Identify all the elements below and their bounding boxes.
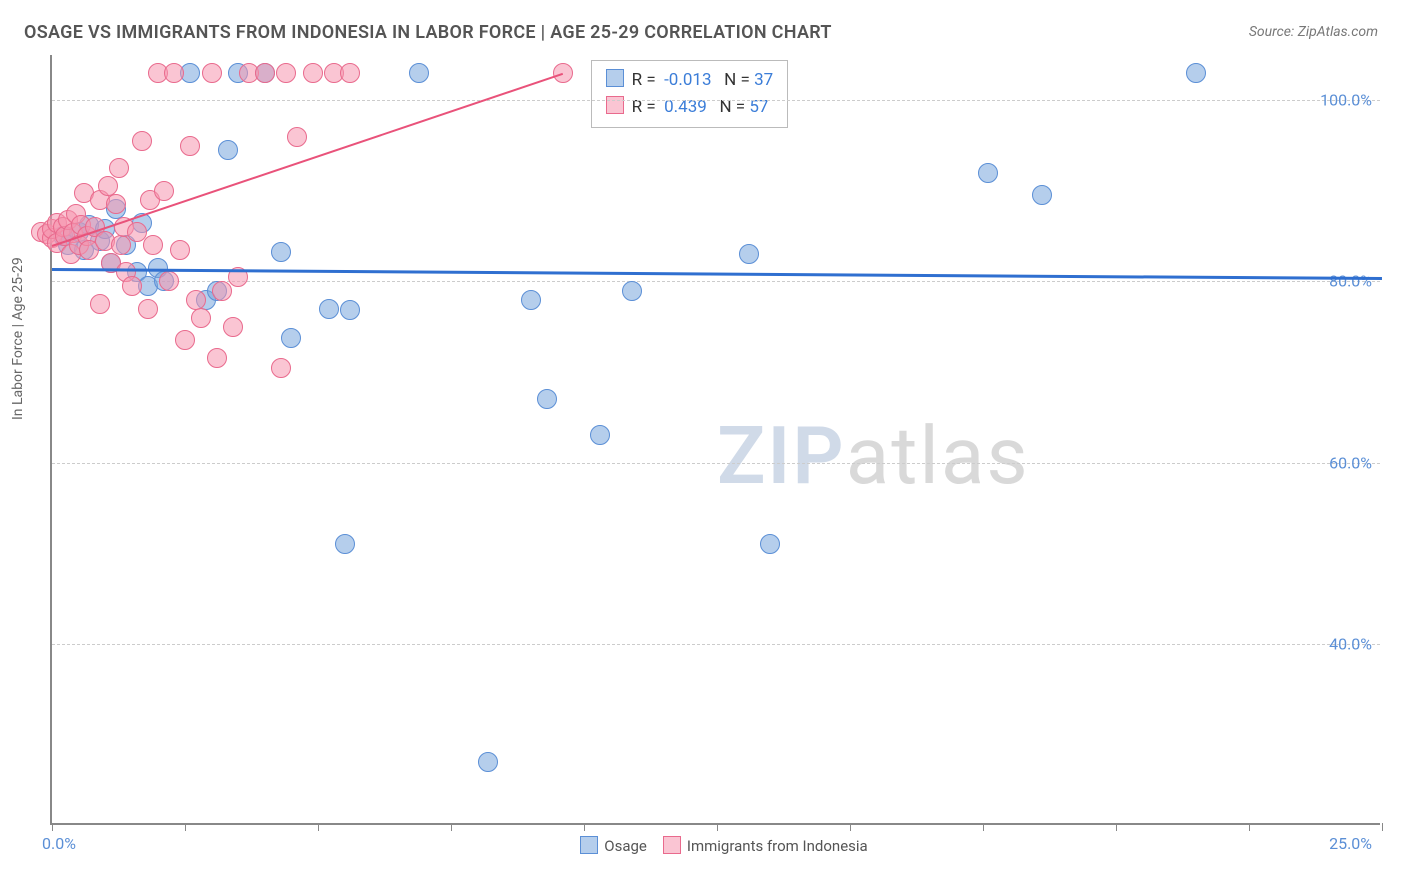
- scatter-point: [180, 136, 200, 156]
- scatter-point: [223, 317, 243, 337]
- indonesia-trend: [52, 73, 563, 247]
- x-tick: [584, 823, 585, 831]
- scatter-point: [106, 194, 126, 214]
- gridline: [52, 644, 1380, 645]
- watermark: ZIPatlas: [717, 409, 1030, 503]
- stats-row: R = 0.439 N = 57: [606, 94, 774, 121]
- scatter-point: [154, 181, 174, 201]
- scatter-point: [122, 276, 142, 296]
- scatter-point: [281, 328, 301, 348]
- scatter-point: [207, 348, 227, 368]
- scatter-point: [143, 235, 163, 255]
- x-tick: [52, 823, 53, 831]
- scatter-point: [111, 235, 131, 255]
- scatter-point: [132, 131, 152, 151]
- chart-title: OSAGE VS IMMIGRANTS FROM INDONESIA IN LA…: [24, 22, 832, 43]
- x-tick: [185, 823, 186, 831]
- scatter-point: [98, 176, 118, 196]
- osage-trend: [52, 268, 1382, 280]
- scatter-point: [478, 752, 498, 772]
- y-axis-label: In Labor Force | Age 25-29: [10, 257, 26, 420]
- scatter-point: [340, 300, 360, 320]
- gridline: [52, 100, 1380, 101]
- x-tick: [318, 823, 319, 831]
- legend-item: Immigrants from Indonesia: [647, 837, 868, 855]
- gridline: [52, 463, 1380, 464]
- x-tick: [1116, 823, 1117, 831]
- scatter-point: [90, 294, 110, 314]
- x-tick: [451, 823, 452, 831]
- stats-row: R = -0.013 N = 37: [606, 67, 774, 94]
- x-tick: [850, 823, 851, 831]
- scatter-point: [335, 534, 355, 554]
- x-tick: [983, 823, 984, 831]
- gridline: [52, 281, 1380, 282]
- scatter-point: [1032, 185, 1052, 205]
- scatter-point: [271, 242, 291, 262]
- scatter-point: [319, 299, 339, 319]
- source-attribution: Source: ZipAtlas.com: [1249, 24, 1378, 40]
- scatter-point: [287, 127, 307, 147]
- legend: OsageImmigrants from Indonesia: [52, 836, 1380, 855]
- y-tick-label: 60.0%: [1329, 453, 1372, 472]
- x-tick: [1382, 823, 1383, 831]
- scatter-point: [739, 244, 759, 264]
- scatter-point: [271, 358, 291, 378]
- scatter-point: [537, 389, 557, 409]
- scatter-point: [164, 63, 184, 83]
- watermark-zip: ZIP: [717, 409, 846, 503]
- scatter-point: [1186, 63, 1206, 83]
- scatter-point: [978, 163, 998, 183]
- scatter-point: [760, 534, 780, 554]
- scatter-point: [276, 63, 296, 83]
- legend-item: Osage: [564, 837, 647, 855]
- scatter-point: [170, 240, 190, 260]
- scatter-point: [175, 330, 195, 350]
- scatter-point: [212, 281, 232, 301]
- scatter-point: [303, 63, 323, 83]
- scatter-point: [109, 158, 129, 178]
- scatter-point: [622, 281, 642, 301]
- scatter-point: [186, 290, 206, 310]
- scatter-point: [255, 63, 275, 83]
- scatter-point: [138, 299, 158, 319]
- scatter-point: [191, 308, 211, 328]
- x-tick: [717, 823, 718, 831]
- scatter-point: [409, 63, 429, 83]
- scatter-point: [202, 63, 222, 83]
- scatter-point: [159, 271, 179, 291]
- watermark-atlas: atlas: [846, 409, 1030, 503]
- scatter-point: [590, 425, 610, 445]
- correlation-stats-box: R = -0.013 N = 37R = 0.439 N = 57: [591, 60, 789, 128]
- chart-root: OSAGE VS IMMIGRANTS FROM INDONESIA IN LA…: [0, 0, 1406, 892]
- plot-area: ZIPatlas 0.0% 25.0% R = -0.013 N = 37R =…: [50, 55, 1380, 825]
- y-tick-label: 40.0%: [1329, 634, 1372, 653]
- y-tick-label: 80.0%: [1329, 272, 1372, 291]
- scatter-point: [340, 63, 360, 83]
- x-tick: [1249, 823, 1250, 831]
- scatter-point: [521, 290, 541, 310]
- y-tick-label: 100.0%: [1320, 91, 1372, 110]
- scatter-point: [218, 140, 238, 160]
